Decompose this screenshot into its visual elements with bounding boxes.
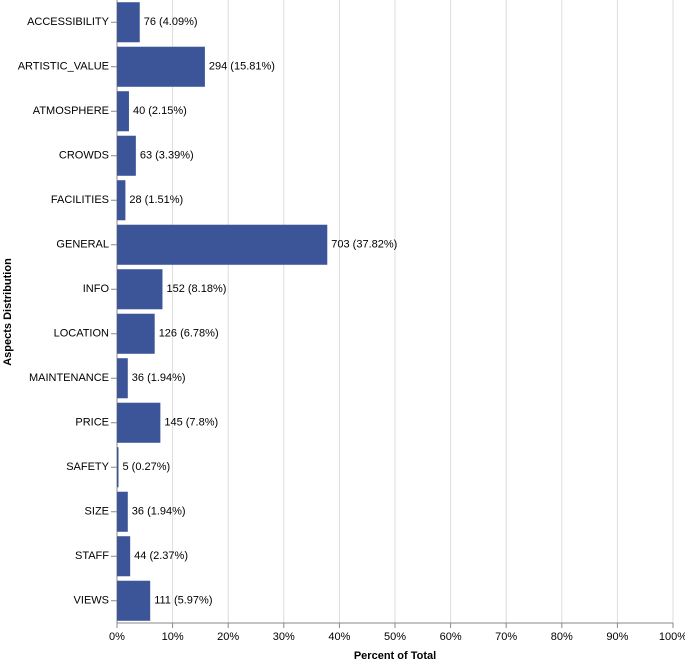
x-tick-label: 0% [109, 631, 125, 643]
x-tick-label: 60% [440, 631, 462, 643]
x-tick-label: 70% [495, 631, 517, 643]
value-label: 145 (7.8%) [164, 417, 218, 429]
bar [117, 580, 151, 621]
bar [117, 91, 129, 132]
value-label: 294 (15.81%) [209, 61, 275, 73]
value-label: 152 (8.18%) [166, 283, 226, 295]
value-label: 111 (5.97%) [154, 595, 212, 607]
value-label: 36 (1.94%) [132, 372, 186, 384]
value-label: 36 (1.94%) [132, 506, 186, 518]
bar [117, 402, 161, 443]
value-label: 44 (2.37%) [134, 550, 188, 562]
bar [117, 135, 136, 176]
bar [117, 2, 140, 43]
value-label: 703 (37.82%) [331, 239, 397, 251]
x-tick-label: 90% [606, 631, 628, 643]
y-tick-label: MAINTENANCE [29, 372, 109, 384]
y-tick-label: PRICE [75, 417, 109, 429]
y-tick-label: LOCATION [54, 328, 109, 340]
bar [117, 536, 131, 577]
x-tick-label: 20% [217, 631, 239, 643]
x-tick-label: 100% [659, 631, 685, 643]
x-axis-title: Percent of Total [354, 650, 436, 662]
x-tick-label: 30% [273, 631, 295, 643]
bar [117, 46, 205, 87]
y-tick-label: ARTISTIC_VALUE [18, 61, 109, 73]
y-tick-label: INFO [83, 283, 110, 295]
x-tick-label: 40% [328, 631, 350, 643]
y-tick-label: SAFETY [66, 461, 109, 473]
x-tick-label: 80% [551, 631, 573, 643]
bar [117, 491, 128, 532]
x-tick-label: 10% [162, 631, 184, 643]
value-label: 28 (1.51%) [129, 194, 183, 206]
y-tick-label: CROWDS [59, 150, 109, 162]
value-label: 126 (6.78%) [159, 328, 219, 340]
y-tick-label: GENERAL [56, 239, 109, 251]
value-label: 76 (4.09%) [144, 16, 198, 28]
y-tick-label: FACILITIES [51, 194, 109, 206]
bar [117, 313, 155, 354]
y-tick-label: VIEWS [74, 595, 109, 607]
bar [117, 269, 163, 310]
y-tick-label: STAFF [75, 550, 109, 562]
bar [117, 358, 128, 399]
bar [117, 180, 126, 221]
bar [117, 447, 119, 488]
y-tick-label: ATMOSPHERE [33, 105, 109, 117]
x-tick-label: 50% [384, 631, 406, 643]
y-tick-label: ACCESSIBILITY [27, 16, 110, 28]
value-label: 40 (2.15%) [133, 105, 187, 117]
value-label: 63 (3.39%) [140, 150, 194, 162]
y-axis-title: Aspects Distribution [2, 258, 14, 366]
y-tick-label: SIZE [85, 506, 109, 518]
bar [117, 224, 328, 265]
value-label: 5 (0.27%) [123, 461, 171, 473]
